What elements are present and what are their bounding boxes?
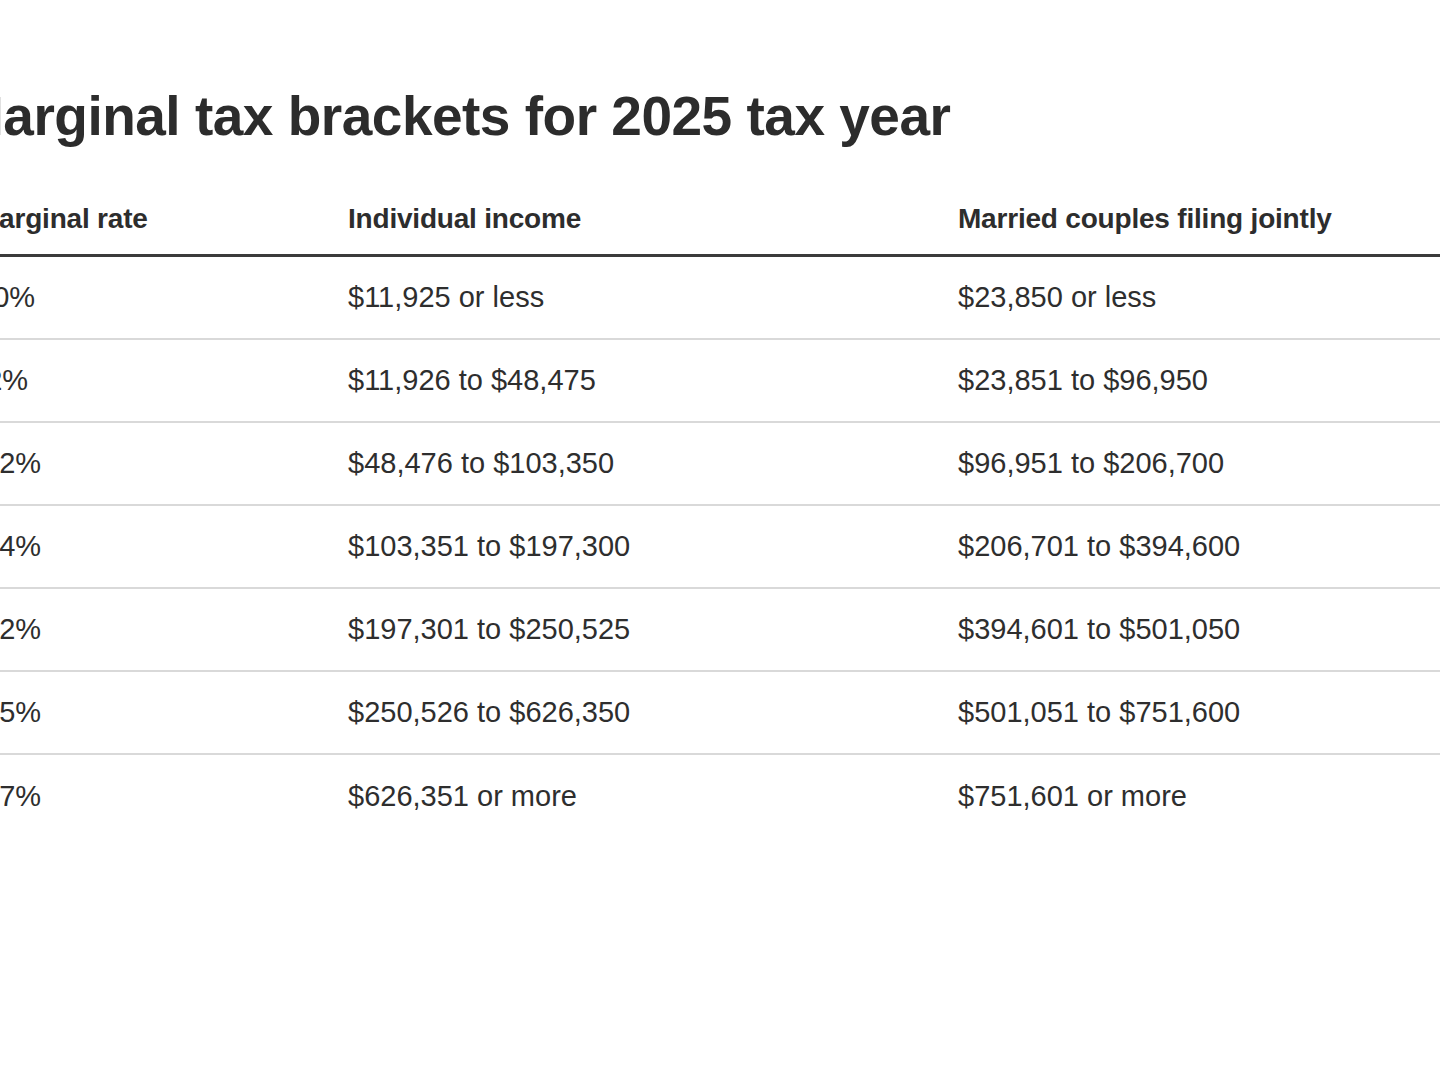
cell-marginal-rate: 35% <box>0 696 348 729</box>
cell-married-jointly: $23,851 to $96,950 <box>958 364 1440 397</box>
cell-marginal-rate: 12% <box>0 364 348 397</box>
cell-married-jointly: $501,051 to $751,600 <box>958 696 1440 729</box>
column-header-married-jointly: Married couples filing jointly <box>958 203 1332 235</box>
cell-marginal-rate: 32% <box>0 613 348 646</box>
cell-married-jointly: $394,601 to $501,050 <box>958 613 1440 646</box>
table-row: 32% $197,301 to $250,525 $394,601 to $50… <box>0 589 1440 672</box>
cell-marginal-rate: 22% <box>0 447 348 480</box>
cell-individual-income: $626,351 or more <box>348 780 958 813</box>
cell-married-jointly: $23,850 or less <box>958 281 1440 314</box>
table-row: 10% $11,925 or less $23,850 or less <box>0 257 1440 340</box>
cell-individual-income: $11,926 to $48,475 <box>348 364 958 397</box>
column-header-marginal-rate-text: Marginal rate <box>0 203 148 235</box>
cell-individual-income: $250,526 to $626,350 <box>348 696 958 729</box>
cell-individual-income: $103,351 to $197,300 <box>348 530 958 563</box>
cell-married-jointly: $751,601 or more <box>958 780 1440 813</box>
page-title-text: Marginal tax brackets for 2025 tax year <box>0 84 950 148</box>
table-row: 22% $48,476 to $103,350 $96,951 to $206,… <box>0 423 1440 506</box>
cell-individual-income: $11,925 or less <box>348 281 958 314</box>
table-row: 37% $626,351 or more $751,601 or more <box>0 755 1440 838</box>
table-header-row: Marginal rate Individual income Married … <box>0 203 1440 257</box>
table-body: 10% $11,925 or less $23,850 or less 12% … <box>0 257 1440 838</box>
table-row: 12% $11,926 to $48,475 $23,851 to $96,95… <box>0 340 1440 423</box>
table-row: 35% $250,526 to $626,350 $501,051 to $75… <box>0 672 1440 755</box>
cell-marginal-rate: 37% <box>0 780 348 813</box>
cell-individual-income: $197,301 to $250,525 <box>348 613 958 646</box>
cell-individual-income: $48,476 to $103,350 <box>348 447 958 480</box>
table-row: 24% $103,351 to $197,300 $206,701 to $39… <box>0 506 1440 589</box>
column-header-marginal-rate: Marginal rate <box>0 203 330 235</box>
cell-married-jointly: $96,951 to $206,700 <box>958 447 1440 480</box>
cell-marginal-rate: 10% <box>0 281 348 314</box>
column-header-individual-income: Individual income <box>348 203 581 235</box>
page-title: Marginal tax brackets for 2025 tax year <box>0 84 1200 164</box>
cell-married-jointly: $206,701 to $394,600 <box>958 530 1440 563</box>
tax-brackets-table: Marginal rate Individual income Married … <box>0 203 1440 838</box>
cell-marginal-rate: 24% <box>0 530 348 563</box>
